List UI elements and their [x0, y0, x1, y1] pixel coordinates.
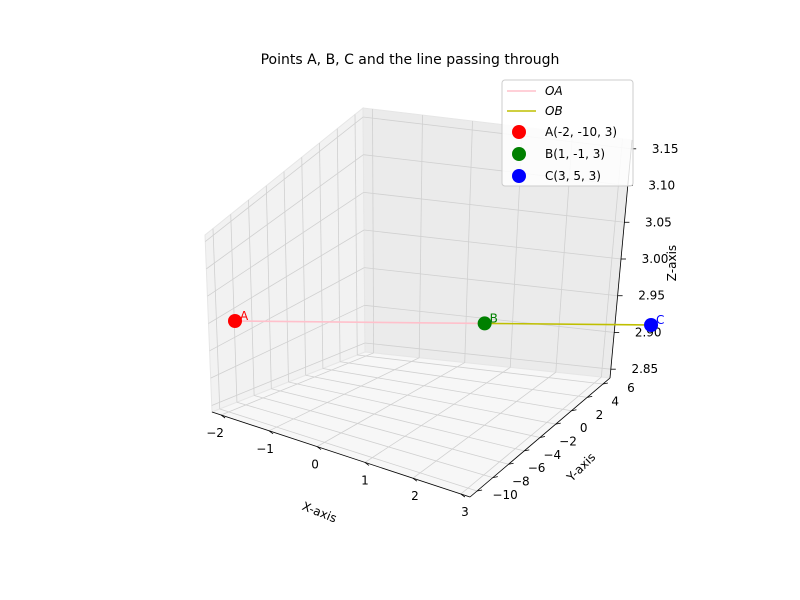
grid-y-floor — [271, 388, 525, 452]
x-tick-label: −1 — [256, 442, 274, 456]
y-tick-mark — [539, 436, 546, 438]
y-tick-label: −8 — [512, 475, 530, 489]
grid-z-back — [364, 267, 618, 297]
y-tick-mark — [602, 382, 608, 385]
grid-z-left — [211, 342, 366, 406]
grid-z-back — [363, 229, 622, 260]
y-tick-mark — [524, 449, 530, 452]
grid-y-floor — [322, 368, 572, 412]
z-tick-label: 2.95 — [638, 289, 665, 303]
x-tick-label: −2 — [206, 426, 224, 440]
x-axis-label: X-axis — [300, 499, 339, 525]
y-tick-mark — [555, 422, 561, 425]
x-tick-label: 1 — [361, 473, 369, 487]
y-tick-mark — [571, 409, 577, 412]
y-axis-line — [469, 377, 611, 498]
x-axis-line — [211, 411, 471, 498]
grid-lines — [205, 109, 632, 495]
legend-label-c: C(3, 5, 3) — [545, 169, 601, 183]
legend-label-b: B(1, -1, 3) — [545, 147, 605, 161]
grid-z-left — [207, 192, 364, 297]
grid-y-floor — [219, 408, 478, 492]
y-tick-label: −10 — [492, 488, 517, 502]
z-tick-label: 3.15 — [652, 142, 679, 156]
legend-marker-a — [512, 125, 526, 139]
legend-label-oa: OA — [545, 84, 563, 98]
grid-y-floor — [305, 374, 556, 425]
point-label-b: B — [490, 311, 498, 325]
x-tick-label: 2 — [411, 489, 419, 503]
tick-labels: −2−10123−10−8−6−4−202462.852.902.953.003… — [206, 142, 678, 519]
legend-marker-b — [512, 147, 526, 161]
grid-z-left — [206, 154, 364, 270]
y-tick-label: −4 — [543, 448, 561, 462]
z-tick-label: 3.10 — [648, 179, 675, 193]
grid-y-floor — [254, 395, 509, 465]
grid-z-left — [205, 116, 364, 242]
z-tick-label: 3.05 — [645, 215, 672, 229]
point-a — [228, 314, 242, 328]
y-tick-label: −6 — [528, 461, 546, 475]
y-tick-label: −2 — [559, 435, 577, 449]
chart-title: Points A, B, C and the line passing thro… — [261, 52, 560, 68]
point-c — [644, 318, 659, 332]
grid-z-back — [364, 342, 611, 370]
grid-z-left — [210, 304, 365, 379]
y-tick-mark — [587, 395, 593, 398]
y-tick-label: 6 — [627, 381, 635, 395]
y-tick-mark — [477, 489, 483, 492]
x-tick-label: 0 — [311, 458, 319, 472]
series: A B C — [228, 309, 664, 332]
line-oa — [234, 320, 485, 325]
point-b — [477, 316, 492, 331]
grid-y-floor — [288, 381, 541, 438]
legend-box — [501, 79, 634, 187]
z-axis-label: Z-axis — [665, 245, 679, 281]
legend: OA OB A(-2, -10, 3) B(1, -1, 3) C(3, 5, … — [501, 79, 634, 187]
legend-label-ob: OB — [545, 104, 563, 118]
grid-y-floor — [340, 361, 588, 398]
y-tick-label: 4 — [611, 394, 619, 408]
z-tick-label: 2.85 — [631, 362, 658, 376]
y-axis-label: Y-axis — [563, 450, 598, 485]
legend-label-a: A(-2, -10, 3) — [545, 125, 617, 139]
y-tick-mark — [508, 462, 514, 465]
y-tick-label: 2 — [596, 408, 604, 422]
legend-marker-c — [512, 169, 526, 183]
y-tick-label: 0 — [580, 421, 588, 435]
line-ob — [484, 322, 652, 326]
z-tick-label: 3.00 — [642, 252, 669, 266]
grid-y-floor — [357, 354, 603, 385]
grid-z-left — [208, 229, 365, 324]
grid-z-back — [363, 191, 625, 223]
x-tick-label: 3 — [461, 505, 469, 519]
grid-z-left — [209, 267, 365, 352]
point-label-a: A — [240, 309, 249, 323]
point-label-c: C — [656, 313, 664, 327]
y-tick-mark — [492, 476, 498, 479]
grid-y-floor — [236, 401, 493, 478]
